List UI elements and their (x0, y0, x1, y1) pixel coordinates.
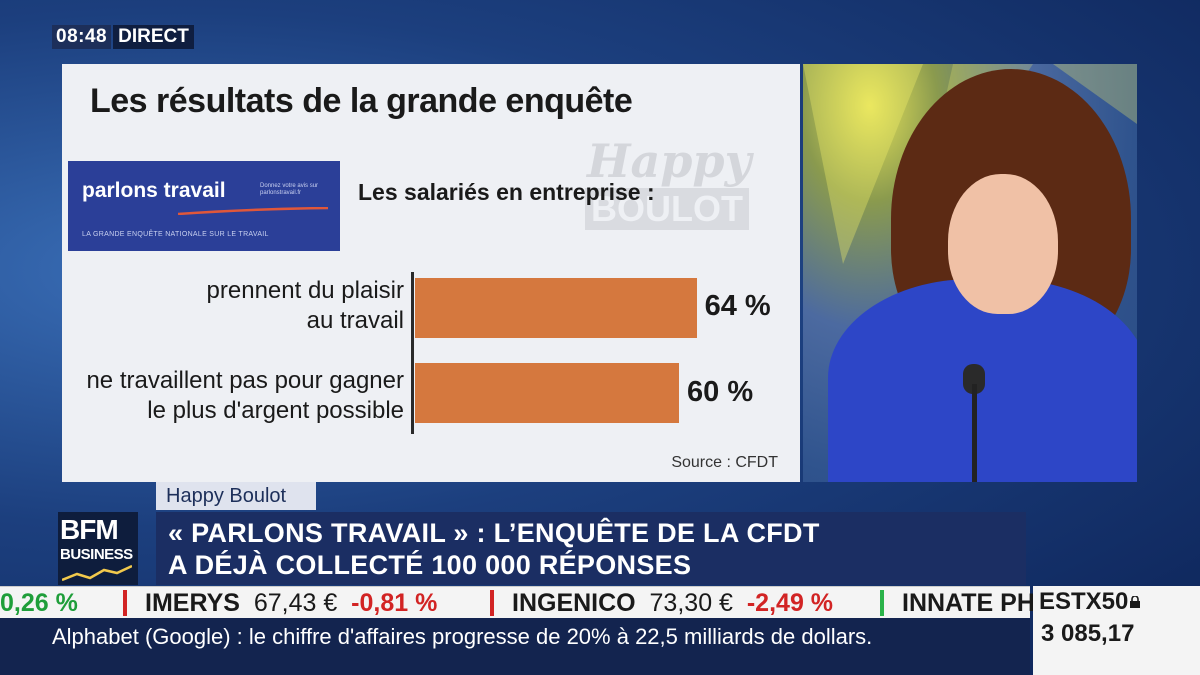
news-crawl: Alphabet (Google) : le chiffre d'affaire… (0, 618, 1030, 675)
chart-axis (411, 272, 414, 434)
bar-plaisir (415, 278, 697, 338)
bar-argent (415, 363, 679, 423)
bar-label-1: prennent du plaisir au travail (206, 277, 404, 334)
bar-label-2: ne travaillent pas pour gagner le plus d… (86, 367, 404, 424)
news-crawl-text: Alphabet (Google) : le chiffre d'affaire… (52, 624, 873, 649)
ticker-separator (123, 590, 127, 616)
bfm-chart-icon (62, 564, 132, 582)
microphone-stand (972, 384, 977, 482)
logo-subtitle: LA GRANDE ENQUÊTE NATIONALE SUR LE TRAVA… (82, 231, 269, 238)
microphone-icon (963, 364, 985, 394)
logo-swoosh-icon (178, 207, 328, 215)
headline-line-1: « PARLONS TRAVAIL » : L’ENQUÊTE DE LA CF… (168, 518, 820, 548)
ticker-item-ingenico: INGENICO 73,30 € -2,49 % (512, 589, 834, 617)
presenter-face (948, 174, 1058, 314)
headline-line-2: A DÉJÀ COLLECTÉ 100 000 RÉPONSES (168, 550, 692, 580)
ticker-separator (490, 590, 494, 616)
bar-value-2: 60 % (687, 376, 754, 408)
logo-main-text: parlons travail (82, 179, 226, 202)
clock-time: 08:48 (52, 25, 112, 49)
stock-ticker: 0,26 % IMERYS 67,43 € -0,81 % INGENICO 7… (0, 586, 1035, 619)
ticker-separator (880, 590, 884, 616)
headline-caption: « PARLONS TRAVAIL » : L’ENQUÊTE DE LA CF… (156, 512, 1026, 585)
ticker-item-0: 0,26 % (0, 589, 78, 617)
chart-subtitle: Les salariés en entreprise : (358, 179, 655, 205)
program-tag: Happy Boulot (156, 482, 316, 510)
index-name: ESTX50 (1039, 588, 1129, 615)
chart-source: Source : CFDT (671, 454, 778, 471)
graphic-title: Les résultats de la grande enquête (90, 82, 633, 120)
lock-icon (1130, 596, 1140, 608)
bfm-business-logo: BFM BUSINESS (58, 512, 138, 585)
live-status: DIRECT (113, 25, 194, 49)
index-box: ESTX50 3 085,17 (1033, 586, 1200, 675)
presenter-video (803, 64, 1137, 482)
ticker-item-innate: INNATE PH (902, 589, 1035, 617)
survey-graphic: Les résultats de la grande enquête Happy… (62, 64, 800, 482)
index-value: 3 085,17 (1041, 620, 1135, 647)
ticker-item-imerys: IMERYS 67,43 € -0,81 % (145, 589, 438, 617)
happy-boulot-watermark: Happy BOULOT (585, 134, 752, 230)
bar-value-1: 64 % (704, 290, 771, 322)
live-clock-bar: 08:48 DIRECT (52, 25, 194, 49)
logo-side-text: Donnez votre avis sur parlonstravail.fr (260, 183, 319, 196)
parlons-travail-logo: parlons travail Donnez votre avis sur pa… (68, 161, 340, 251)
